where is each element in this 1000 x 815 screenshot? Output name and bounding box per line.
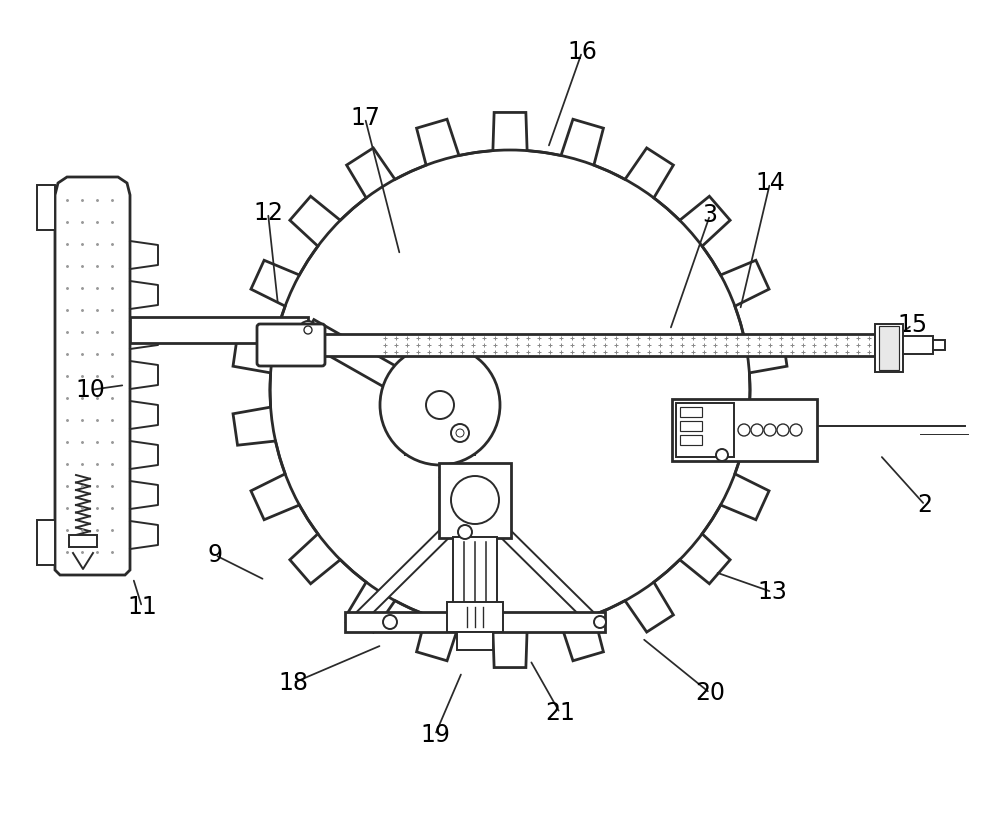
- Text: 9: 9: [208, 543, 223, 567]
- Polygon shape: [55, 177, 130, 575]
- Bar: [676, 403, 734, 457]
- Text: 14: 14: [755, 171, 785, 195]
- Bar: [672, 399, 817, 461]
- Circle shape: [777, 424, 789, 436]
- Circle shape: [456, 429, 464, 437]
- Polygon shape: [440, 469, 604, 632]
- Circle shape: [738, 424, 750, 436]
- Circle shape: [299, 321, 317, 339]
- FancyBboxPatch shape: [257, 324, 325, 366]
- Text: 18: 18: [278, 671, 308, 695]
- Bar: [453, 537, 497, 622]
- Text: 10: 10: [75, 378, 105, 402]
- Circle shape: [716, 449, 728, 461]
- Text: 11: 11: [127, 595, 157, 619]
- Bar: [130, 317, 308, 343]
- Bar: [680, 421, 702, 431]
- Bar: [875, 324, 903, 372]
- Circle shape: [458, 525, 472, 539]
- Bar: [439, 463, 511, 538]
- Bar: [879, 326, 899, 370]
- Text: 16: 16: [567, 40, 597, 64]
- Text: 2: 2: [918, 493, 932, 517]
- Bar: [680, 435, 702, 445]
- Bar: [903, 336, 933, 354]
- Circle shape: [451, 424, 469, 442]
- Bar: [457, 632, 493, 650]
- Polygon shape: [346, 469, 510, 632]
- Circle shape: [383, 615, 397, 629]
- Text: 12: 12: [253, 201, 283, 225]
- Text: 15: 15: [897, 313, 927, 337]
- Bar: [37, 520, 55, 565]
- Circle shape: [304, 326, 312, 334]
- Bar: [405, 355, 475, 455]
- Circle shape: [451, 476, 499, 524]
- Text: 13: 13: [757, 580, 787, 604]
- Bar: [37, 185, 55, 230]
- Circle shape: [751, 424, 763, 436]
- Text: 17: 17: [350, 106, 380, 130]
- Text: 21: 21: [545, 701, 575, 725]
- Circle shape: [426, 391, 454, 419]
- Polygon shape: [302, 319, 446, 416]
- Bar: [345, 612, 605, 632]
- Bar: [69, 535, 97, 547]
- Text: 20: 20: [695, 681, 725, 705]
- Bar: [933, 340, 945, 350]
- Circle shape: [790, 424, 802, 436]
- Circle shape: [380, 345, 500, 465]
- Bar: [680, 407, 702, 417]
- Text: 3: 3: [702, 203, 718, 227]
- Text: 19: 19: [420, 723, 450, 747]
- Circle shape: [594, 616, 606, 628]
- Bar: [300, 334, 875, 356]
- Bar: [447, 602, 503, 632]
- Circle shape: [764, 424, 776, 436]
